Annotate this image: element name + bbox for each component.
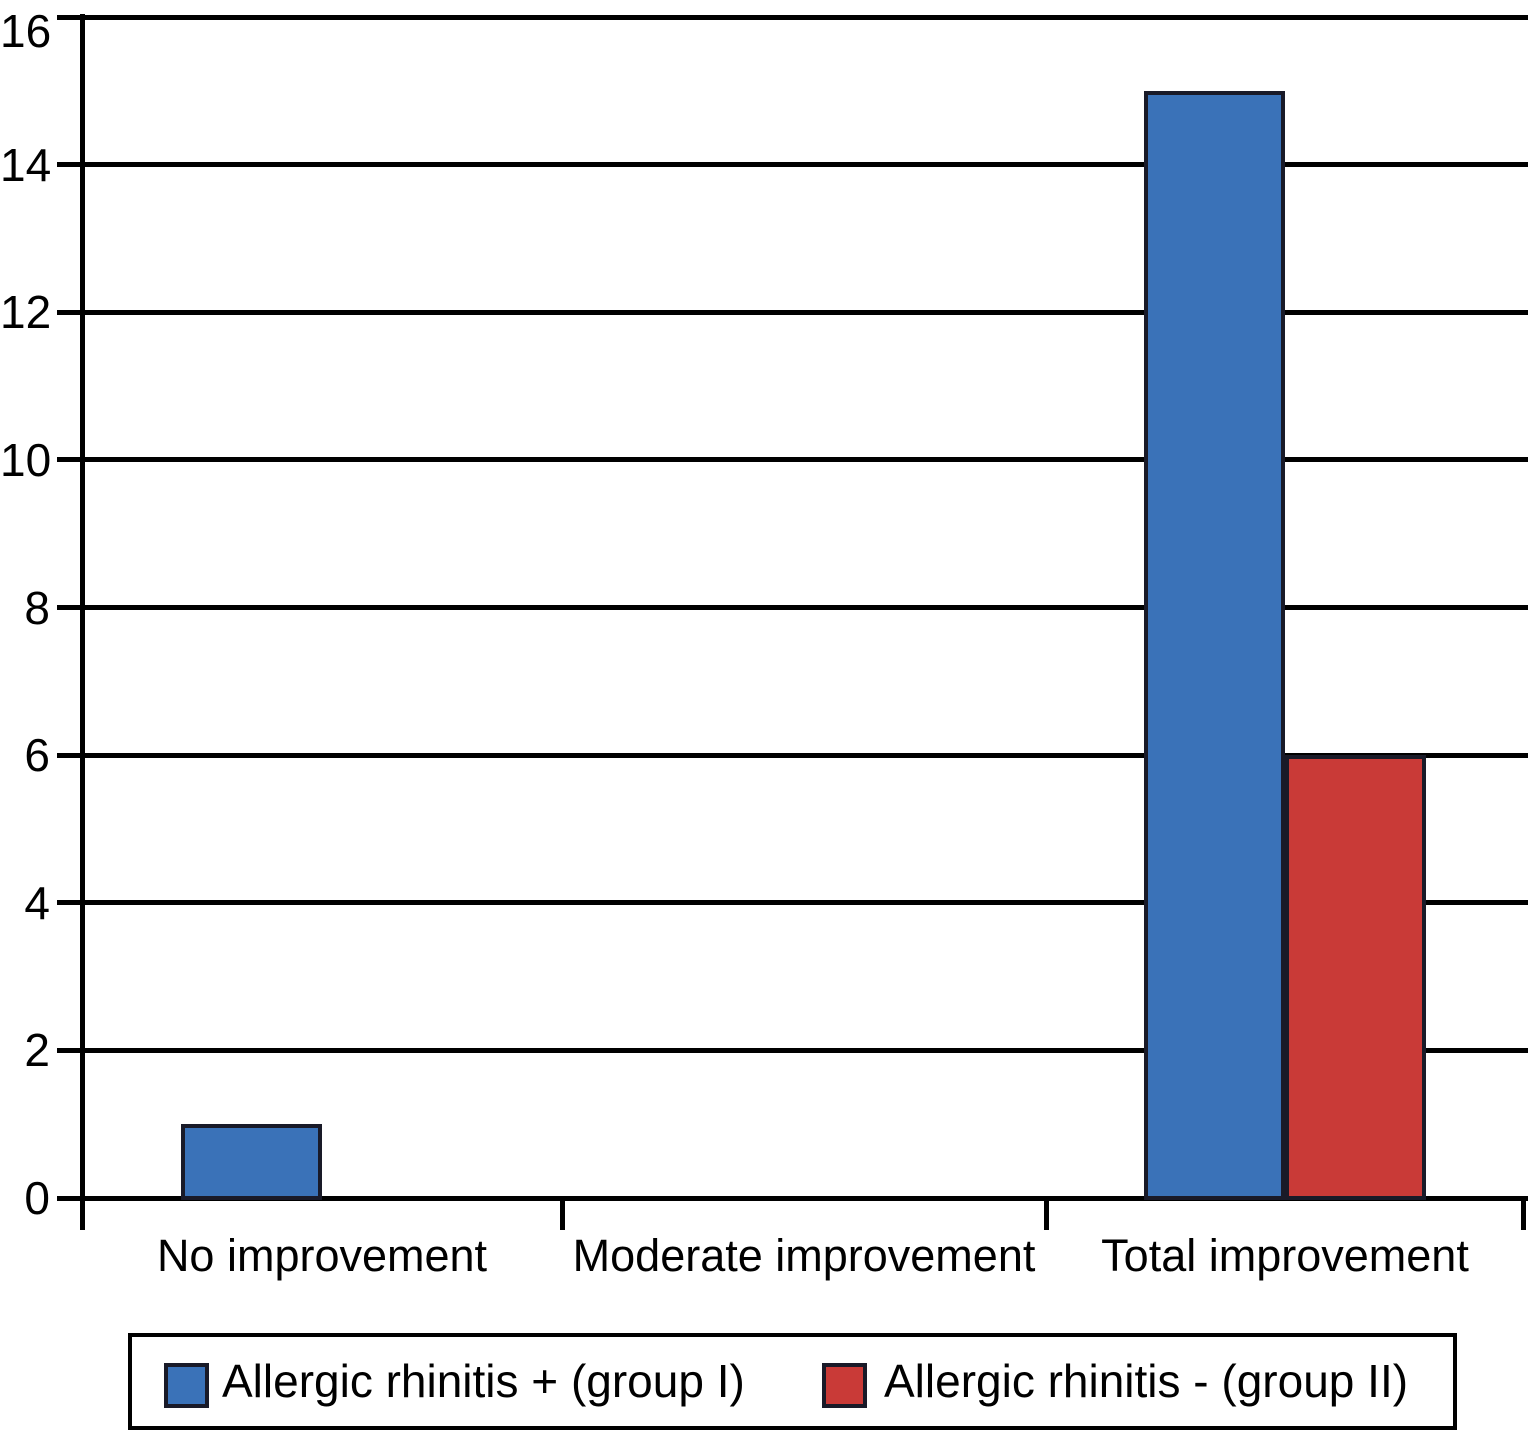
legend-label-group-1: Allergic rhinitis + (group I) xyxy=(222,1354,745,1407)
gridline-14 xyxy=(57,162,1528,168)
gridline-0 xyxy=(57,1195,1528,1201)
legend: Allergic rhinitis + (group I) Allergic r… xyxy=(128,1333,1457,1430)
gridline-6 xyxy=(57,752,1528,758)
y-tick-label-0: 0 xyxy=(24,1172,50,1224)
y-tick-label-8: 8 xyxy=(24,581,50,634)
y-tick-label-4: 4 xyxy=(24,876,50,929)
x-axis-tick-1 xyxy=(559,1198,565,1230)
y-tick-label-12: 12 xyxy=(0,286,52,339)
x-axis-label-no-improvement: No improvement xyxy=(156,1230,488,1281)
x-axis-tick-3 xyxy=(1520,1198,1526,1230)
y-tick-label-10: 10 xyxy=(0,433,52,486)
x-axis-label-moderate-improvement: Moderate improvement xyxy=(572,1230,1036,1281)
gridline-2 xyxy=(57,1047,1528,1053)
y-tick-label-2: 2 xyxy=(24,1024,50,1077)
legend-swatch-group-1-blue xyxy=(164,1363,209,1408)
y-tick-label-16: 16 xyxy=(0,5,52,57)
y-axis-line xyxy=(79,14,85,1230)
plot-area: 0 2 4 6 8 10 12 14 16 No improvement Moderate im… xyxy=(0,5,1528,1281)
gridline-4 xyxy=(57,900,1528,906)
bar-series-1-no-improvement xyxy=(181,1124,322,1200)
bar-series-2-total-improvement xyxy=(1284,755,1426,1200)
legend-swatch-group-2-red xyxy=(822,1363,867,1408)
y-tick-label-6: 6 xyxy=(24,729,50,782)
bar-series-1-total-improvement xyxy=(1143,90,1285,1200)
x-axis-tick-2 xyxy=(1043,1198,1049,1230)
gridline-8 xyxy=(57,605,1528,610)
legend-label-group-2: Allergic rhinitis - (group II) xyxy=(884,1354,1409,1407)
gridline-16 xyxy=(57,14,1528,20)
x-axis-label-total-improvement: Total improvement xyxy=(1101,1230,1469,1281)
y-tick-label-14: 14 xyxy=(0,138,52,191)
gridline-12 xyxy=(57,309,1528,315)
gridline-10 xyxy=(57,457,1528,463)
